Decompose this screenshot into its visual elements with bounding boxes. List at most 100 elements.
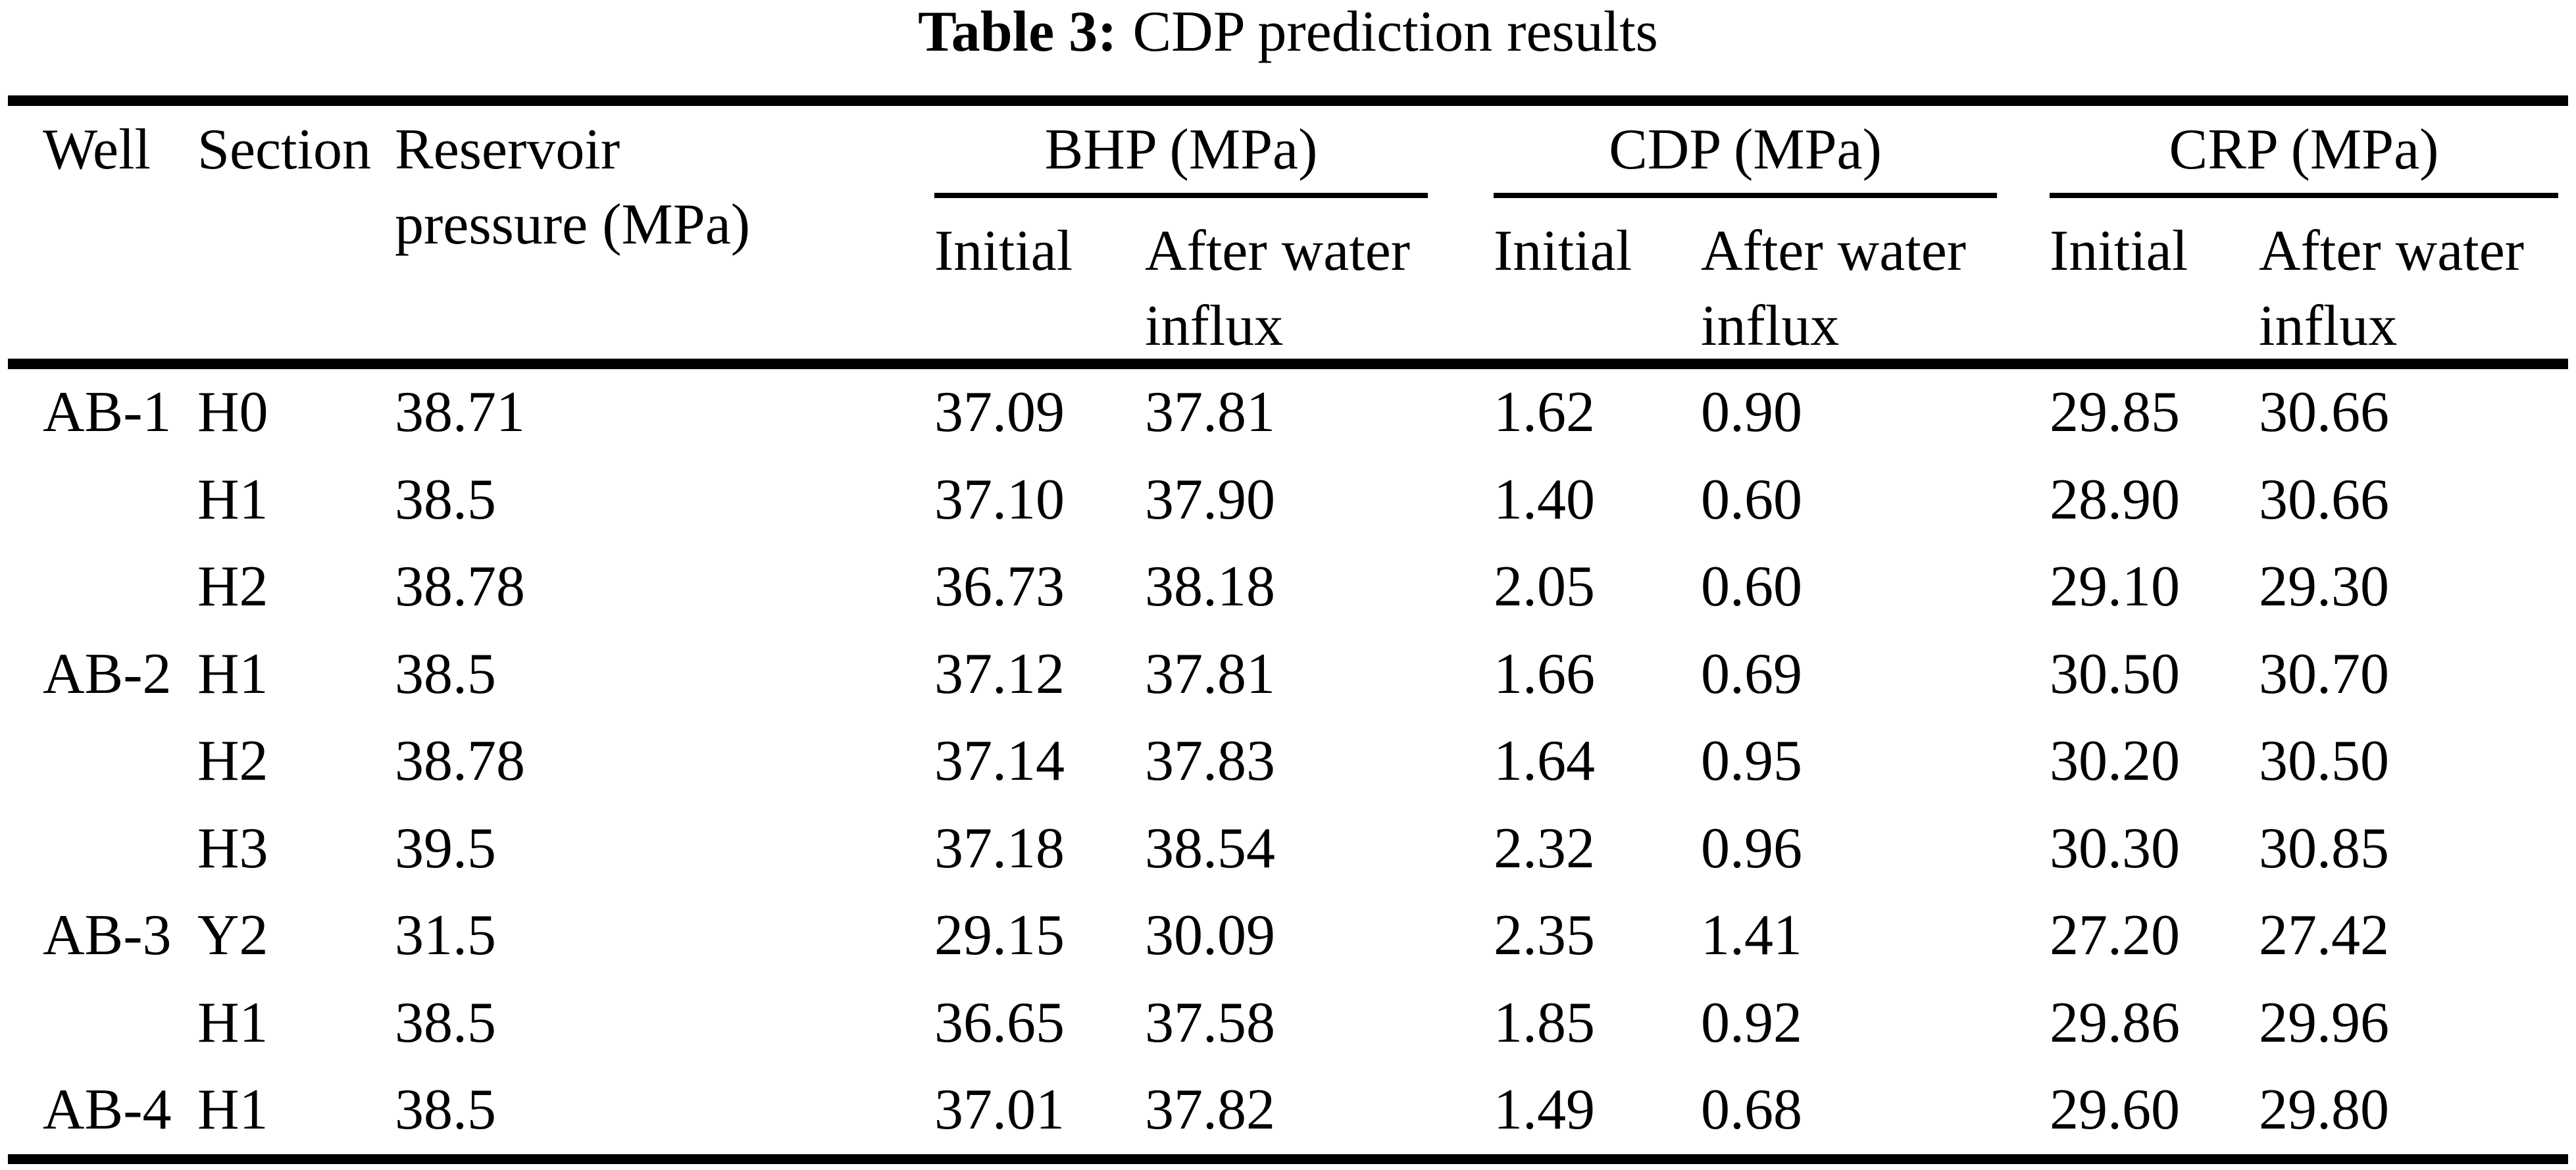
table-cell: 37.82	[1145, 1078, 1275, 1142]
table-cell: 37.81	[1145, 642, 1275, 706]
top-rule	[8, 95, 2568, 106]
table-cell: 37.14	[934, 729, 1065, 793]
subheader-cdp-initial: Initial	[1494, 219, 1632, 283]
table-row: H1 38.5 36.65 37.58 1.85 0.92 29.86 29.9…	[43, 980, 2568, 1067]
table-cell: 38.71	[395, 380, 525, 444]
table-cell: 36.73	[934, 555, 1065, 619]
col-header-section: Section	[197, 118, 371, 182]
table-cell: 37.81	[1145, 380, 1275, 444]
table-cell	[43, 980, 197, 1067]
table-cell: 30.20	[2050, 729, 2180, 793]
subheader-crp-initial: Initial	[2050, 219, 2188, 283]
table-cell: 38.5	[395, 1078, 496, 1142]
table-cell: H1	[197, 990, 268, 1055]
table-cell: 30.66	[2259, 467, 2389, 532]
table-cell: 2.32	[1494, 816, 1595, 880]
table-cell: 38.5	[395, 642, 496, 706]
table-cell: AB-1	[43, 380, 172, 444]
table-cell: 0.60	[1701, 467, 1802, 532]
group-header-cdp: CDP (MPa)	[1494, 106, 1997, 198]
table-cell: 2.05	[1494, 555, 1595, 619]
table-cell: 29.10	[2050, 555, 2180, 619]
table-cell: 1.41	[1701, 903, 1802, 967]
table-cell: 38.5	[395, 990, 496, 1055]
table-cell: H1	[197, 467, 268, 532]
table-cell: 28.90	[2050, 467, 2180, 532]
table-cell: H3	[197, 816, 268, 880]
table-cell: 38.18	[1145, 555, 1275, 619]
subheader-cdp-after-water-influx: After water influx	[1701, 219, 1967, 358]
table-cell: Y2	[197, 903, 268, 967]
col-header-reservoir-pressure: Reservoir pressure (MPa)	[395, 106, 934, 364]
table-cell: 0.69	[1701, 642, 1802, 706]
table-row: AB-3 Y2 31.5 29.15 30.09 2.35 1.41 27.20…	[43, 892, 2568, 980]
table-cell: 37.58	[1145, 990, 1275, 1055]
table-cell: 30.09	[1145, 903, 1275, 967]
table-cell: 29.60	[2050, 1078, 2180, 1142]
table-cell: H2	[197, 555, 268, 619]
table-cell: 1.40	[1494, 467, 1595, 532]
table-cell: 36.65	[934, 990, 1065, 1055]
table-cell: 0.92	[1701, 990, 1802, 1055]
table-cell: 31.5	[395, 903, 496, 967]
table-cell: H1	[197, 1078, 268, 1142]
table-cell: 0.60	[1701, 555, 1802, 619]
table-cell: 37.10	[934, 467, 1065, 532]
table-row: AB-4 H1 38.5 37.01 37.82 1.49 0.68 29.60…	[43, 1067, 2568, 1154]
table-cell	[43, 457, 197, 544]
table-cell: 0.96	[1701, 816, 1802, 880]
caption-text: CDP prediction results	[1132, 0, 1658, 64]
bottom-rule	[8, 1154, 2568, 1164]
table-row: AB-1 H0 38.71 37.09 37.81 1.62 0.90 29.8…	[43, 369, 2568, 457]
table-cell: 29.96	[2259, 990, 2389, 1055]
table-cell: 30.30	[2050, 816, 2180, 880]
table-cell: 0.95	[1701, 729, 1802, 793]
header-rule	[8, 359, 2568, 369]
group-header-crp: CRP (MPa)	[2050, 106, 2558, 198]
caption-label: Table 3:	[918, 0, 1117, 64]
table-cell: 30.70	[2259, 642, 2389, 706]
table-cell: 30.50	[2050, 642, 2180, 706]
table-cell: 29.80	[2259, 1078, 2389, 1142]
table-cell: 2.35	[1494, 903, 1595, 967]
subheader-bhp-after-water-influx: After water influx	[1145, 219, 1411, 358]
table-cell: 37.90	[1145, 467, 1275, 532]
table-cell: 38.78	[395, 729, 525, 793]
table-cell: 38.78	[395, 555, 525, 619]
table-cell: 30.50	[2259, 729, 2389, 793]
table-cell: 29.86	[2050, 990, 2180, 1055]
table-row: H1 38.5 37.10 37.90 1.40 0.60 28.90 30.6…	[43, 457, 2568, 544]
table-cell: 30.85	[2259, 816, 2389, 880]
table-row: H3 39.5 37.18 38.54 2.32 0.96 30.30 30.8…	[43, 805, 2568, 893]
table-cell: H2	[197, 729, 268, 793]
table-row: AB-2 H1 38.5 37.12 37.81 1.66 0.69 30.50…	[43, 631, 2568, 719]
table-cell: 30.66	[2259, 380, 2389, 444]
table-cell	[43, 718, 197, 805]
table-cell	[43, 805, 197, 893]
table-cell: 29.85	[2050, 380, 2180, 444]
col-header-well: Well	[43, 118, 151, 182]
table-cell: 37.18	[934, 816, 1065, 880]
table-cell: 37.12	[934, 642, 1065, 706]
group-header-bhp: BHP (MPa)	[934, 106, 1428, 198]
table-cell	[43, 544, 197, 631]
table-cell: H1	[197, 642, 268, 706]
table-cell: 37.83	[1145, 729, 1275, 793]
table-row: H2 38.78 37.14 37.83 1.64 0.95 30.20 30.…	[43, 718, 2568, 805]
table-cell: 1.64	[1494, 729, 1595, 793]
subheader-crp-after-water-influx: After water influx	[2259, 219, 2525, 358]
table-cell: 1.66	[1494, 642, 1595, 706]
subheader-bhp-initial: Initial	[934, 219, 1073, 283]
table-cell: 0.90	[1701, 380, 1802, 444]
table-cell: 29.15	[934, 903, 1065, 967]
table-cell: 1.49	[1494, 1078, 1595, 1142]
data-table: Well Section Reservoir pressure (MPa) BH…	[8, 95, 2568, 1164]
col-header-reservoir-pressure-label: Reservoir pressure (MPa)	[395, 118, 751, 257]
table-cell: AB-3	[43, 903, 172, 967]
table-cell: 37.09	[934, 380, 1065, 444]
table-cell: AB-4	[43, 1078, 172, 1142]
table-cell: 37.01	[934, 1078, 1065, 1142]
table-cell: 27.42	[2259, 903, 2389, 967]
table-row: H2 38.78 36.73 38.18 2.05 0.60 29.10 29.…	[43, 544, 2568, 631]
